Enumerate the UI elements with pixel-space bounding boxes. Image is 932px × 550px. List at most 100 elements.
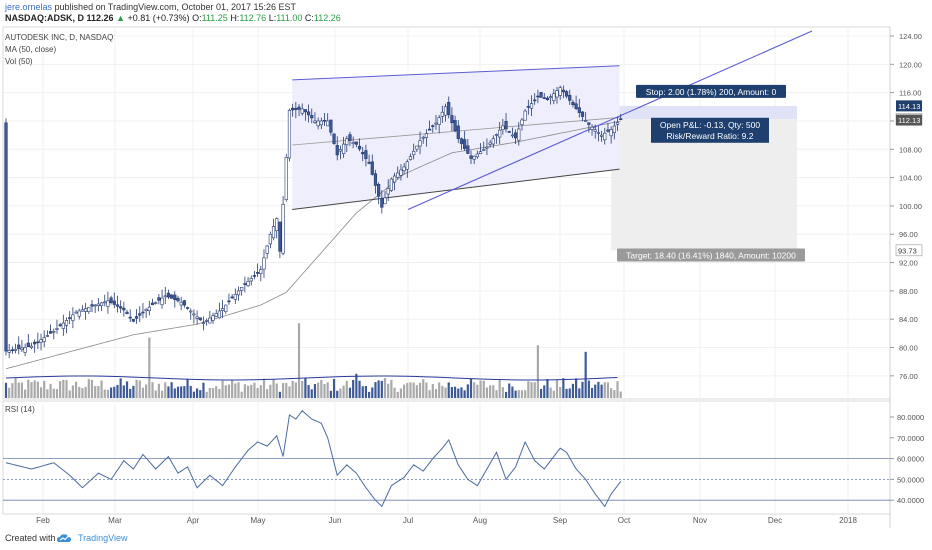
candle-body <box>119 306 123 309</box>
volume-bar <box>14 378 17 398</box>
close-label: C: <box>304 13 314 23</box>
candle-body <box>214 312 218 317</box>
candle-body <box>208 317 212 324</box>
candle-body <box>453 120 457 131</box>
candle-body <box>64 320 69 326</box>
volume-bar <box>422 379 425 398</box>
volume-bar <box>431 384 434 398</box>
x-tick-label: Oct <box>618 516 631 525</box>
legend-rsi[interactable]: RSI (14) <box>5 405 35 414</box>
candle-body <box>176 297 180 302</box>
volume-bar <box>8 387 11 398</box>
candle-body <box>609 129 613 137</box>
rsi-line <box>5 410 622 508</box>
candle-body <box>415 145 419 150</box>
target-label[interactable]: Target: 18.40 (16.41%) 1840, Amount: 102… <box>617 248 805 262</box>
volume-bar <box>606 382 610 398</box>
volume-bar <box>361 386 364 398</box>
volume-bar <box>253 382 256 398</box>
candle-body <box>545 97 550 101</box>
volume-bar <box>517 390 520 398</box>
candle-body <box>93 304 97 307</box>
volume-bar <box>43 380 46 398</box>
candle-body <box>335 145 339 156</box>
volume-bar <box>482 380 485 398</box>
candle-body <box>112 300 116 305</box>
stop-label[interactable]: Stop: 2.00 (1.78%) 200, Amount: 0 <box>636 84 786 98</box>
candle-body <box>501 125 505 131</box>
candle-body <box>150 302 155 306</box>
volume-bar <box>390 379 393 398</box>
candle-body <box>580 111 585 117</box>
stop-label-text: Stop: 2.00 (1.78%) 200, Amount: 0 <box>646 87 777 97</box>
volume-bar <box>281 383 285 398</box>
candle-body <box>170 294 174 299</box>
volume-bar <box>364 385 368 398</box>
price-chart[interactable]: Feb Mar Apr May Jun Jul Aug Sep Oct Nov Dec 2018 124… <box>0 0 932 528</box>
candle-body <box>233 294 237 300</box>
y-tick-label: 80.00 <box>899 344 918 353</box>
price-badge: 93.73 <box>895 244 923 257</box>
candle-body <box>523 110 527 121</box>
volume-bar <box>240 391 243 398</box>
volume-bar <box>52 388 55 398</box>
volume-bar <box>393 387 396 398</box>
candle-body <box>268 233 272 245</box>
candle-body <box>160 297 164 306</box>
price-badge: 114.13 <box>896 100 922 112</box>
candle-body <box>463 139 467 149</box>
volume-bar <box>339 388 342 398</box>
volume-bar <box>269 384 272 398</box>
x-tick-label: Jun <box>329 516 342 525</box>
candle-body <box>265 245 269 254</box>
y-tick-label: 96.00 <box>899 230 918 239</box>
volume-bar <box>227 384 231 398</box>
candle-body <box>236 290 241 296</box>
stop-zone[interactable] <box>611 105 797 120</box>
target-label-bg <box>617 248 805 262</box>
candle-body <box>220 308 225 312</box>
volume-bar <box>565 388 568 398</box>
candle-body <box>513 132 518 139</box>
candle-body <box>485 146 489 149</box>
volume-bar <box>403 384 406 398</box>
candle-body <box>326 120 330 127</box>
candle-body <box>144 308 148 311</box>
volume-bar <box>520 390 524 398</box>
candle-body <box>526 106 530 108</box>
volume-bar <box>603 382 606 398</box>
volume-bar <box>495 390 498 398</box>
volume-bar <box>138 380 141 398</box>
candle-body <box>310 115 314 119</box>
candle-body <box>342 143 346 155</box>
volume-bar <box>221 380 224 398</box>
candle-body <box>568 94 572 101</box>
candle-body <box>456 125 460 139</box>
candle-body <box>179 301 183 306</box>
volume-bar <box>530 382 533 398</box>
price-badge-text: 114.13 <box>898 102 920 111</box>
candle-body <box>45 335 50 337</box>
volume-bar <box>100 380 103 398</box>
volume-bar <box>587 380 590 398</box>
candle-body <box>596 132 601 134</box>
low-value: 111.00 <box>276 13 303 23</box>
volume-bar <box>33 380 36 398</box>
tradingview-brand[interactable]: TradingView <box>78 533 128 543</box>
author-link[interactable]: jere.ornelas <box>5 2 53 12</box>
candle-body <box>574 103 578 109</box>
volume-bar <box>399 388 403 398</box>
channel-top-line[interactable] <box>292 65 620 81</box>
channel-bottom-line[interactable] <box>292 168 620 210</box>
candle-body <box>131 318 136 322</box>
last-price: 112.26 <box>86 13 114 23</box>
trendline[interactable] <box>407 30 813 210</box>
volume-bar <box>215 386 218 398</box>
candle-body <box>109 297 113 303</box>
legend-vol[interactable]: Vol (50) <box>5 57 33 66</box>
volume-bar <box>568 388 571 398</box>
volume-bar <box>272 379 275 398</box>
volume-bar <box>196 388 199 398</box>
legend-ma[interactable]: MA (50, close) <box>5 45 57 54</box>
